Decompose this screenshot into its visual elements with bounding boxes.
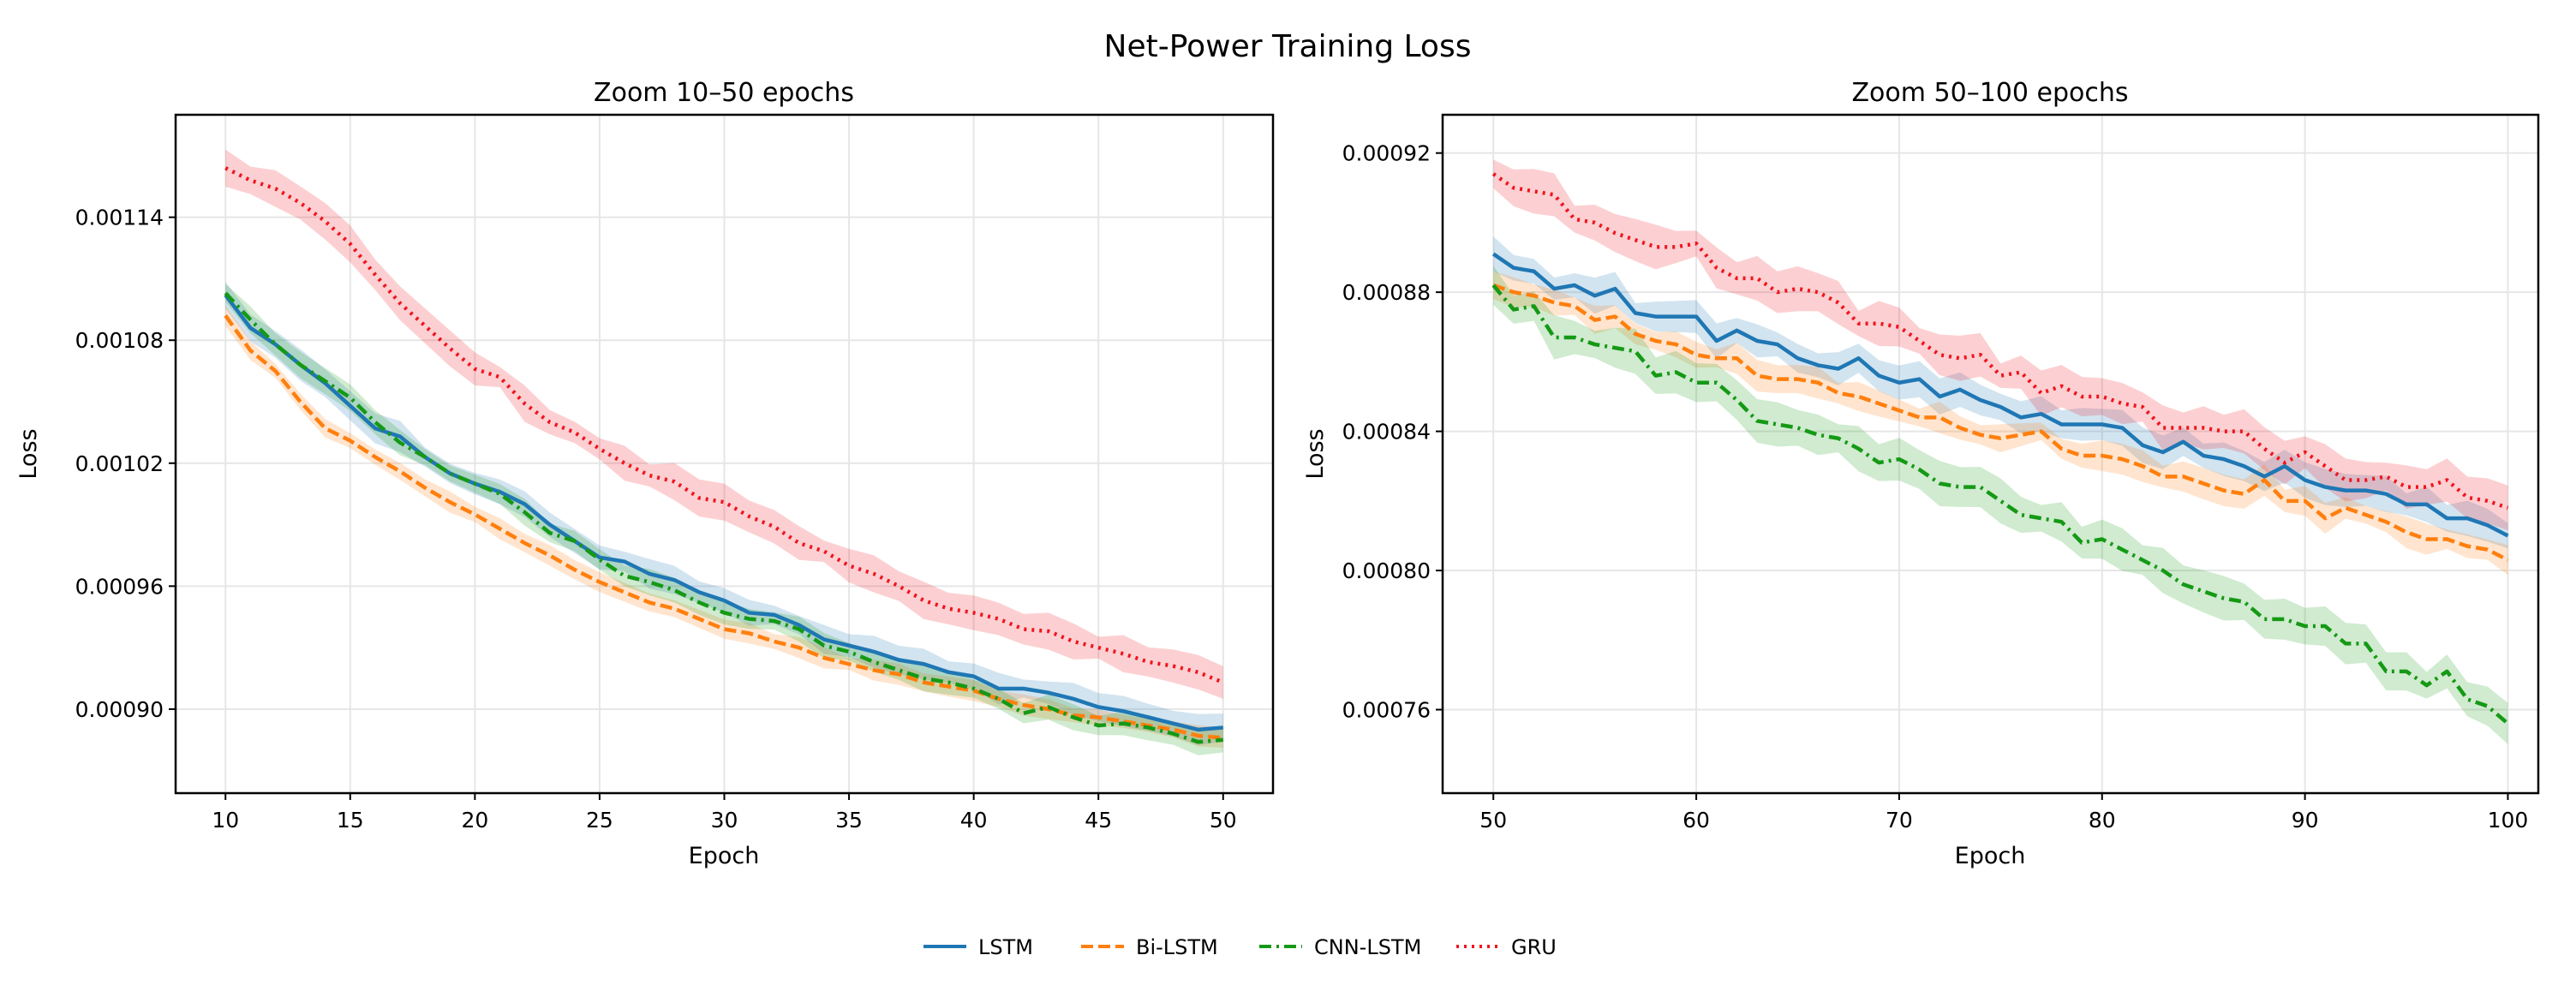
x-tick-label: 25 [586, 808, 613, 833]
y-tick-label: 0.00114 [75, 206, 164, 230]
legend-item-gru: GRU [1456, 935, 1557, 959]
legend-label-lstm: LSTM [978, 935, 1033, 959]
right-grid [1443, 115, 2538, 793]
y-tick-label: 0.00090 [75, 697, 164, 722]
left-panel: Zoom 10–50 epochs Epoch Loss 10 15 20 25 30 3… [15, 78, 1275, 869]
legend-label-bi-lstm: Bi-LSTM [1136, 935, 1218, 959]
lstm-line [1491, 252, 2509, 538]
legend: LSTM Bi-LSTM CNN-LSTM GRU [923, 935, 1557, 959]
legend-item-lstm: LSTM [923, 935, 1033, 959]
left-grid [176, 115, 1273, 793]
x-tick-label: 35 [835, 808, 863, 833]
x-tick-label: 45 [1085, 808, 1112, 833]
y-tick-label: 0.00084 [1342, 420, 1431, 445]
x-tick-label: 50 [1210, 808, 1237, 833]
left-panel-title: Zoom 10–50 epochs [594, 78, 854, 108]
y-tick-label: 0.00096 [75, 574, 164, 599]
bi-lstm-confidence-band [1493, 272, 2508, 576]
right-y-axis-label: Loss [1302, 428, 1329, 479]
left-x-axis-label: Epoch [689, 843, 760, 869]
x-tick-label: 40 [960, 808, 988, 833]
x-tick-label: 60 [1682, 808, 1710, 833]
x-tick-label: 50 [1479, 808, 1507, 833]
x-tick-label: 30 [711, 808, 738, 833]
cnn-lstm-line [224, 291, 1223, 744]
y-tick-label: 0.00092 [1342, 141, 1431, 166]
right-x-axis-label: Epoch [1955, 843, 2026, 869]
x-tick-label: 70 [1886, 808, 1913, 833]
y-tick-label: 0.00080 [1342, 558, 1431, 583]
left-y-axis-label: Loss [15, 428, 42, 479]
x-tick-label: 100 [2488, 808, 2529, 833]
y-tick-label: 0.00102 [75, 451, 164, 476]
right-panel: Zoom 50–100 epochs Epoch Loss 50 60 70 80 90… [1302, 78, 2540, 869]
lstm-line [224, 294, 1223, 732]
x-tick-label: 20 [461, 808, 488, 833]
legend-item-cnn-lstm: CNN-LSTM [1259, 935, 1421, 959]
legend-label-cnn-lstm: CNN-LSTM [1314, 935, 1421, 959]
lstm-confidence-band [225, 281, 1223, 746]
chart-title: Net-Power Training Loss [1104, 29, 1472, 64]
gru-confidence-band [225, 149, 1223, 699]
x-tick-label: 90 [2292, 808, 2319, 833]
y-tick-label: 0.00088 [1342, 280, 1431, 305]
legend-item-bi-lstm: Bi-LSTM [1081, 935, 1218, 959]
x-tick-label: 80 [2089, 808, 2116, 833]
x-tick-label: 15 [337, 808, 364, 833]
cnn-lstm-confidence-band [1493, 266, 2508, 744]
right-panel-title: Zoom 50–100 epochs [1852, 78, 2129, 108]
right-axes-frame [1441, 113, 2540, 795]
bi-lstm-line [1492, 283, 2509, 562]
y-tick-label: 0.00108 [75, 328, 164, 353]
x-tick-label: 10 [212, 808, 239, 833]
y-tick-label: 0.00076 [1342, 698, 1431, 723]
left-axes-frame [174, 113, 1275, 795]
legend-label-gru: GRU [1511, 935, 1557, 959]
